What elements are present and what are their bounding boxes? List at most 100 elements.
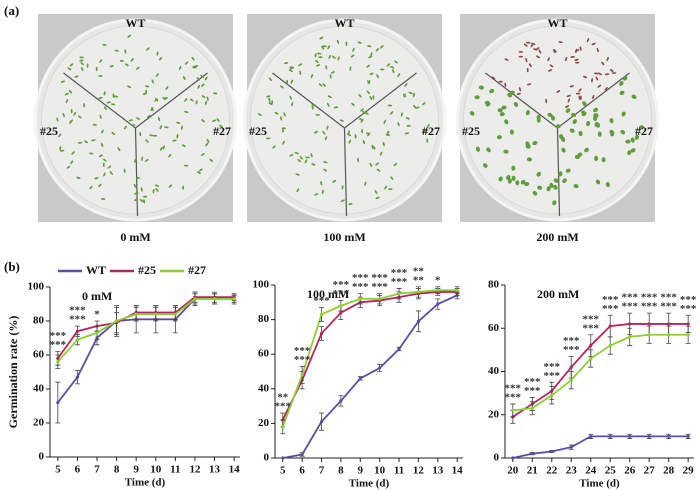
seedling bbox=[94, 177, 99, 180]
seedling bbox=[484, 100, 490, 105]
seedling bbox=[266, 137, 271, 140]
seedling bbox=[630, 137, 635, 143]
seedling bbox=[376, 74, 379, 79]
seedling bbox=[216, 118, 220, 122]
seedling bbox=[201, 83, 205, 87]
seedling bbox=[594, 121, 599, 127]
y-tick-label: 0 bbox=[39, 451, 45, 463]
divider bbox=[344, 72, 417, 129]
seedling bbox=[328, 54, 332, 59]
seedling bbox=[558, 41, 563, 44]
point bbox=[300, 452, 304, 457]
significance-mark: *** bbox=[563, 335, 580, 347]
significance-mark: *** bbox=[69, 305, 86, 317]
seedling bbox=[397, 73, 401, 78]
seedling bbox=[351, 102, 355, 107]
seedling bbox=[611, 72, 617, 74]
seedling bbox=[289, 154, 294, 157]
seedling bbox=[305, 156, 310, 159]
seedling bbox=[314, 193, 319, 196]
significance-mark: *** bbox=[294, 354, 311, 366]
seedling bbox=[579, 95, 582, 100]
seedling bbox=[553, 178, 559, 183]
seedling bbox=[152, 134, 158, 137]
point bbox=[95, 331, 99, 335]
seedling bbox=[288, 69, 293, 72]
seedling bbox=[142, 92, 148, 95]
seedling bbox=[469, 111, 475, 116]
x-tick-label: 8 bbox=[338, 465, 344, 477]
seedling bbox=[212, 119, 217, 122]
seedling bbox=[99, 59, 103, 63]
significance-mark: *** bbox=[621, 292, 638, 304]
seedling bbox=[155, 97, 158, 102]
seedling bbox=[101, 129, 104, 134]
seedling bbox=[548, 69, 553, 72]
seedling bbox=[362, 140, 365, 145]
seedling bbox=[415, 106, 420, 109]
seedling bbox=[73, 111, 77, 116]
seedling bbox=[504, 58, 509, 61]
seedling bbox=[601, 61, 605, 66]
series-line bbox=[281, 289, 458, 428]
seedling bbox=[412, 92, 415, 98]
seedling bbox=[196, 77, 200, 81]
seedling bbox=[503, 149, 509, 154]
seedling bbox=[326, 102, 330, 107]
x-tick-label: 10 bbox=[374, 465, 386, 477]
seedling bbox=[340, 199, 345, 202]
seedling bbox=[95, 66, 98, 72]
seedling bbox=[393, 162, 397, 167]
significance-mark: *** bbox=[371, 281, 388, 293]
seedling bbox=[404, 83, 408, 87]
significance-mark: *** bbox=[641, 292, 658, 304]
seedling bbox=[552, 200, 557, 206]
point bbox=[75, 375, 80, 379]
point bbox=[416, 290, 421, 294]
seedling bbox=[209, 158, 214, 162]
significance-mark: *** bbox=[544, 361, 561, 373]
seedling bbox=[298, 63, 303, 67]
seedling bbox=[385, 134, 391, 136]
point bbox=[281, 425, 285, 429]
significance-mark: *** bbox=[275, 401, 292, 413]
seedling bbox=[113, 95, 119, 98]
y-tick-label: 60 bbox=[258, 348, 270, 360]
seedling bbox=[475, 146, 480, 152]
seedling bbox=[496, 135, 502, 140]
seedling bbox=[504, 119, 509, 125]
seedling bbox=[319, 36, 324, 40]
seedling bbox=[77, 115, 82, 119]
seedling bbox=[71, 151, 75, 155]
seedling bbox=[536, 171, 541, 177]
seedling bbox=[131, 124, 136, 127]
seedling bbox=[299, 70, 302, 75]
seedling bbox=[486, 147, 491, 153]
significance-mark: ** bbox=[413, 274, 425, 286]
seedling bbox=[314, 53, 317, 58]
seedling bbox=[317, 52, 322, 55]
seedling bbox=[558, 171, 563, 177]
seedling bbox=[581, 111, 587, 117]
seedling bbox=[111, 103, 116, 106]
seedling bbox=[80, 62, 84, 66]
seedling bbox=[347, 130, 350, 135]
x-tick-label: 8 bbox=[114, 464, 120, 476]
seedling bbox=[268, 97, 271, 102]
seedling bbox=[192, 66, 197, 69]
seedling bbox=[315, 113, 320, 116]
seedling bbox=[357, 41, 362, 44]
seedling bbox=[114, 49, 119, 52]
seedling bbox=[124, 63, 129, 67]
seedling bbox=[538, 49, 542, 54]
seedling bbox=[158, 57, 163, 61]
seedling bbox=[366, 90, 370, 95]
seedling bbox=[102, 162, 105, 167]
seedling bbox=[159, 125, 162, 130]
seedling bbox=[65, 99, 69, 104]
seedling bbox=[146, 114, 151, 119]
seedling bbox=[561, 136, 566, 143]
seedling bbox=[537, 185, 543, 190]
seedling bbox=[382, 142, 385, 147]
point bbox=[550, 449, 554, 454]
